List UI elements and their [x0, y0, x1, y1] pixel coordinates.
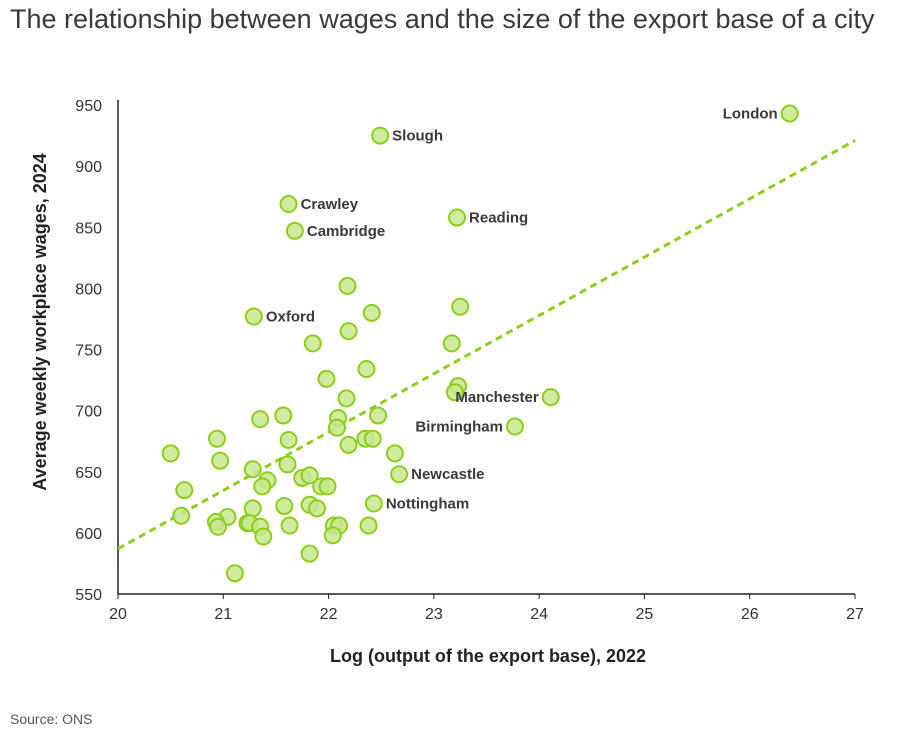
data-point [211, 451, 230, 470]
data-point [357, 360, 376, 379]
data-point [445, 383, 464, 402]
data-point [318, 477, 337, 496]
y-tick-label: 700 [75, 404, 102, 421]
data-point [207, 429, 226, 448]
y-tick-label: 650 [75, 465, 102, 482]
y-tick-label: 550 [75, 587, 102, 604]
data-point [172, 506, 191, 525]
data-point [442, 334, 461, 353]
data-point [209, 517, 228, 536]
data-point [317, 369, 336, 388]
data-point [337, 389, 356, 408]
data-point [307, 499, 326, 518]
point-label-birmingham: Birmingham [415, 419, 503, 436]
y-tick-label: 950 [75, 98, 102, 115]
y-axis-label: Average weekly workplace wages, 2024 [30, 153, 50, 491]
data-point [300, 544, 319, 563]
y-tick-label: 600 [75, 526, 102, 543]
data-point [327, 418, 346, 437]
data-point-oxford [244, 307, 263, 326]
data-point [339, 322, 358, 341]
data-point [175, 481, 194, 500]
point-label-london: London [723, 106, 778, 123]
data-point-reading [448, 208, 467, 227]
data-point [280, 516, 299, 535]
data-point-cambridge [285, 221, 304, 240]
data-point [275, 496, 294, 515]
data-point [338, 276, 357, 295]
data-point [385, 444, 404, 463]
data-point [369, 406, 388, 425]
point-label-oxford: Oxford [266, 308, 315, 325]
x-tick-label: 25 [636, 606, 654, 623]
data-point [300, 466, 319, 485]
x-tick-label: 23 [425, 606, 443, 623]
data-point [251, 410, 270, 429]
data-point [253, 477, 272, 496]
trendline [117, 139, 856, 551]
chart-title: The relationship between wages and the s… [10, 4, 875, 34]
data-point-manchester [541, 388, 560, 407]
data-point-london [780, 104, 799, 123]
data-point [323, 526, 342, 545]
data-point [274, 406, 293, 425]
data-point [359, 516, 378, 535]
y-tick-label: 750 [75, 343, 102, 360]
point-label-newcastle: Newcastle [411, 466, 484, 483]
y-tick-label: 900 [75, 159, 102, 176]
data-point [339, 435, 358, 454]
data-point [363, 429, 382, 448]
source-note: Source: ONS [10, 711, 93, 727]
y-tick-label: 800 [75, 281, 102, 298]
x-tick-label: 27 [846, 606, 864, 623]
x-tick-label: 24 [530, 606, 548, 623]
data-point [303, 334, 322, 353]
x-tick-label: 20 [109, 606, 127, 623]
point-label-cambridge: Cambridge [307, 223, 385, 240]
x-tick-label: 22 [320, 606, 338, 623]
x-axis-label: Log (output of the export base), 2022 [330, 646, 646, 666]
data-point [279, 430, 298, 449]
point-label-manchester: Manchester [455, 389, 539, 406]
data-point [254, 527, 273, 546]
data-point [278, 455, 297, 474]
data-point-nottingham [364, 494, 383, 513]
data-point-crawley [279, 195, 298, 214]
y-tick-label: 850 [75, 220, 102, 237]
data-point [243, 460, 262, 479]
data-point-slough [371, 126, 390, 145]
point-label-nottingham: Nottingham [386, 496, 469, 513]
data-point [225, 564, 244, 583]
point-label-reading: Reading [469, 209, 528, 226]
point-label-crawley: Crawley [301, 196, 359, 213]
data-point-newcastle [390, 465, 409, 484]
data-point [362, 303, 381, 322]
data-point-birmingham [505, 417, 524, 436]
data-point [243, 499, 262, 518]
x-tick-label: 21 [214, 606, 232, 623]
point-label-slough: Slough [392, 128, 443, 145]
x-tick-label: 26 [741, 606, 759, 623]
data-point [161, 444, 180, 463]
data-point [451, 297, 470, 316]
